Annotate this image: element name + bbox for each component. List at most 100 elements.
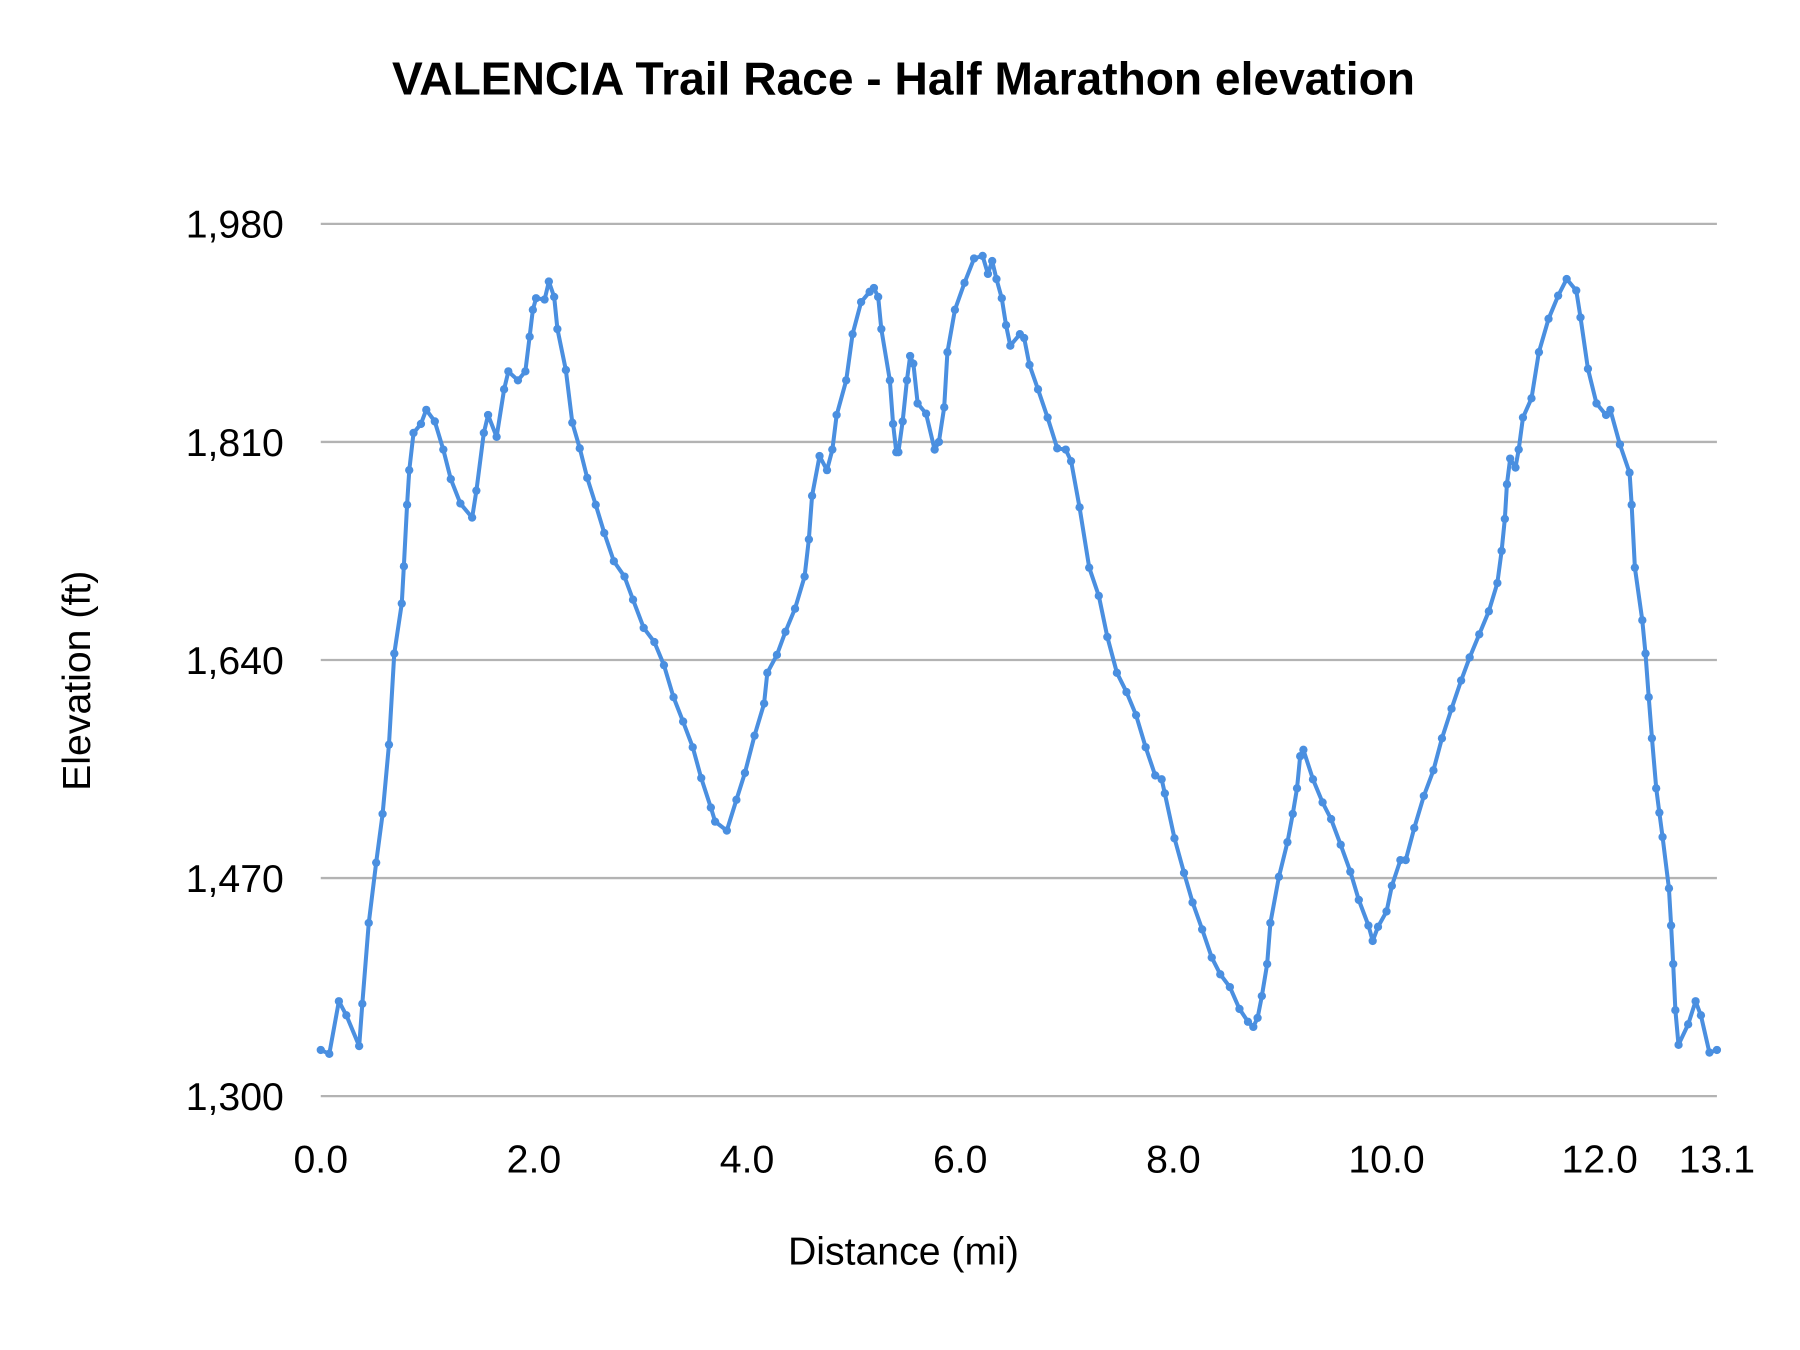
data-point bbox=[1674, 1040, 1683, 1049]
data-point bbox=[1500, 514, 1509, 524]
data-point bbox=[1243, 1017, 1253, 1026]
data-point bbox=[1511, 463, 1520, 472]
data-point bbox=[894, 448, 903, 457]
data-point bbox=[1346, 867, 1355, 876]
data-point bbox=[983, 269, 993, 279]
data-point bbox=[1437, 734, 1447, 743]
data-point bbox=[1683, 1020, 1693, 1029]
data-point bbox=[1085, 563, 1094, 572]
data-point bbox=[550, 292, 559, 302]
data-point bbox=[399, 562, 409, 571]
data-point bbox=[591, 500, 600, 509]
data-point bbox=[456, 499, 465, 508]
data-point bbox=[1658, 832, 1667, 842]
data-point bbox=[416, 419, 426, 429]
data-point bbox=[706, 803, 715, 812]
data-point bbox=[1170, 834, 1179, 843]
data-point bbox=[430, 417, 439, 426]
data-point bbox=[1484, 607, 1494, 616]
data-point bbox=[1534, 347, 1544, 357]
data-point bbox=[1354, 895, 1363, 905]
data-point bbox=[1572, 286, 1581, 295]
data-point bbox=[1188, 898, 1197, 907]
data-point bbox=[600, 528, 609, 538]
data-point bbox=[521, 367, 530, 376]
data-point bbox=[1006, 341, 1015, 350]
x-tick-label: 12.0 bbox=[1562, 1137, 1638, 1181]
y-tick-label: 1,810 bbox=[186, 421, 284, 465]
x-tick-label: 2.0 bbox=[507, 1137, 562, 1181]
data-point bbox=[1336, 840, 1345, 849]
data-point bbox=[384, 740, 394, 749]
data-point bbox=[553, 324, 562, 334]
data-point bbox=[483, 410, 493, 420]
data-point bbox=[688, 743, 697, 752]
data-point bbox=[1318, 798, 1327, 807]
data-point bbox=[1263, 959, 1272, 969]
data-point bbox=[525, 332, 534, 341]
data-point bbox=[1410, 823, 1419, 833]
data-point bbox=[1630, 563, 1640, 572]
data-point bbox=[583, 473, 592, 482]
data-point bbox=[1283, 838, 1292, 847]
data-point bbox=[561, 365, 571, 375]
data-point bbox=[1644, 693, 1653, 702]
data-point bbox=[439, 445, 448, 454]
data-point bbox=[969, 254, 979, 263]
data-point bbox=[422, 405, 431, 415]
data-point bbox=[898, 417, 907, 426]
data-point bbox=[1669, 959, 1678, 969]
data-point bbox=[1001, 321, 1011, 330]
data-point bbox=[1043, 413, 1052, 422]
data-point bbox=[978, 251, 987, 261]
data-point bbox=[446, 474, 455, 484]
data-point bbox=[781, 627, 790, 636]
data-point bbox=[316, 1045, 325, 1055]
data-point bbox=[390, 649, 399, 658]
data-point bbox=[479, 428, 488, 438]
data-point bbox=[499, 385, 509, 394]
data-point bbox=[856, 297, 866, 307]
data-point bbox=[1615, 440, 1625, 449]
y-tick-label: 1,300 bbox=[186, 1075, 284, 1119]
data-point bbox=[1061, 445, 1070, 454]
data-point bbox=[997, 294, 1006, 303]
data-point bbox=[492, 432, 501, 441]
data-point bbox=[531, 294, 541, 303]
data-point bbox=[1419, 791, 1428, 801]
data-point bbox=[1020, 333, 1029, 343]
data-point bbox=[1053, 444, 1062, 453]
data-point bbox=[943, 347, 952, 357]
data-point bbox=[960, 278, 969, 288]
elevation-series bbox=[316, 251, 1722, 1058]
gridlines bbox=[320, 222, 1717, 1098]
data-point bbox=[1157, 775, 1166, 784]
data-point bbox=[1506, 454, 1515, 463]
data-point bbox=[650, 637, 659, 647]
y-tick-labels: 1,300 1,470 1,640 1,810 1,980 bbox=[186, 203, 284, 1119]
data-point bbox=[848, 330, 857, 339]
data-point bbox=[372, 858, 381, 867]
data-point bbox=[750, 731, 759, 740]
data-point bbox=[620, 572, 629, 581]
data-point bbox=[828, 445, 837, 454]
data-point bbox=[1308, 775, 1318, 784]
data-point bbox=[921, 409, 931, 418]
data-point bbox=[1518, 413, 1528, 422]
data-point bbox=[1253, 1013, 1262, 1023]
data-point bbox=[1447, 704, 1456, 713]
data-point bbox=[1705, 1048, 1714, 1057]
x-axis-label: Distance (mi) bbox=[788, 1230, 1019, 1274]
data-point bbox=[609, 557, 619, 566]
data-point bbox=[732, 795, 741, 804]
data-point bbox=[1033, 385, 1043, 394]
data-point bbox=[1103, 632, 1112, 642]
data-point bbox=[1493, 578, 1502, 588]
data-point bbox=[1368, 936, 1377, 946]
data-point bbox=[1514, 445, 1523, 454]
data-point bbox=[988, 256, 997, 266]
data-point bbox=[1288, 809, 1297, 819]
data-point bbox=[575, 444, 584, 453]
data-point bbox=[1025, 360, 1034, 370]
data-point bbox=[800, 572, 809, 581]
